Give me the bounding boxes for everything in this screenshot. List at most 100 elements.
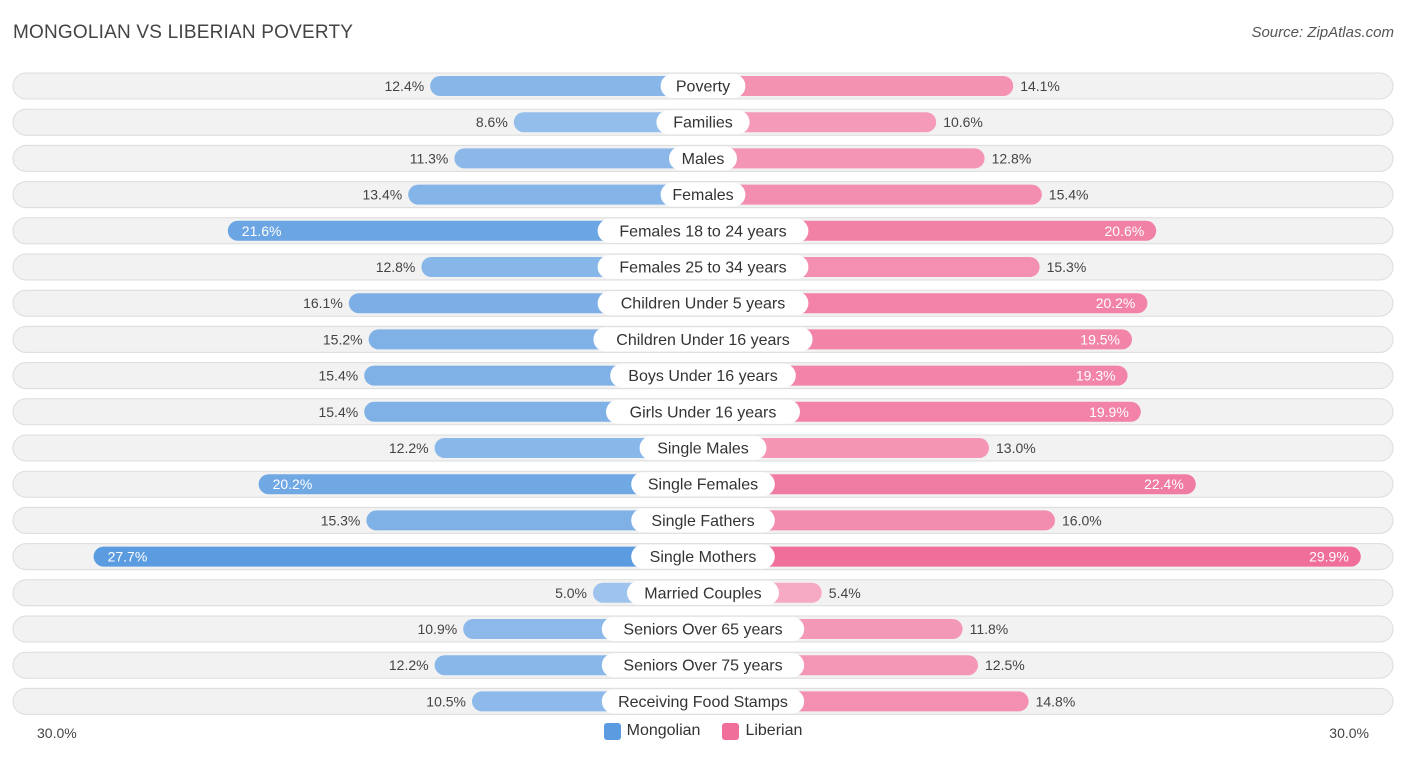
value-label-mongolian: 11.3% bbox=[410, 150, 449, 166]
category-label: Females 25 to 34 years bbox=[619, 260, 786, 277]
value-label-liberian: 15.4% bbox=[1049, 187, 1089, 203]
category-label: Females 18 to 24 years bbox=[619, 223, 786, 240]
category-label: Receiving Food Stamps bbox=[618, 694, 788, 711]
category-label-background bbox=[601, 653, 805, 678]
value-label-mongolian: 16.1% bbox=[303, 295, 343, 311]
bar-mongolian bbox=[430, 76, 703, 96]
category-label: Single Males bbox=[657, 441, 749, 458]
value-label-liberian: 19.3% bbox=[1076, 368, 1116, 384]
value-label-mongolian: 12.2% bbox=[389, 440, 429, 456]
value-label-liberian: 11.8% bbox=[970, 621, 1009, 637]
category-label-background bbox=[601, 617, 805, 641]
bar-mongolian bbox=[366, 510, 703, 531]
value-label-liberian: 5.4% bbox=[829, 585, 861, 601]
axis-right-label: 30.0% bbox=[1329, 725, 1369, 741]
category-label: Single Females bbox=[648, 477, 758, 494]
bar-liberian bbox=[703, 510, 1055, 531]
value-label-liberian: 13.0% bbox=[996, 440, 1036, 456]
source-label: Source: ZipAtlas.com bbox=[1251, 24, 1394, 41]
value-label-mongolian: 13.4% bbox=[362, 187, 402, 203]
bar-mongolian bbox=[513, 112, 703, 133]
category-label: Single Mothers bbox=[650, 549, 757, 566]
category-label: Girls Under 16 years bbox=[630, 404, 777, 421]
category-label-background bbox=[631, 472, 775, 497]
category-label-background bbox=[639, 436, 767, 460]
legend: Mongolian Liberian bbox=[0, 722, 1406, 740]
category-label-background bbox=[660, 74, 746, 98]
value-label-liberian: 14.1% bbox=[1020, 78, 1060, 94]
value-label-mongolian: 27.7% bbox=[108, 549, 148, 565]
value-label-mongolian: 5.0% bbox=[555, 585, 587, 601]
bar-liberian bbox=[703, 148, 985, 169]
legend-swatch-liberian bbox=[722, 722, 740, 740]
value-label-mongolian: 15.4% bbox=[318, 404, 358, 420]
value-label-mongolian: 10.5% bbox=[426, 693, 466, 709]
category-label: Seniors Over 65 years bbox=[623, 622, 782, 639]
value-label-mongolian: 10.9% bbox=[417, 621, 457, 637]
axis-left-label: 30.0% bbox=[37, 725, 77, 741]
category-label: Single Fathers bbox=[651, 513, 754, 530]
legend-swatch-mongolian bbox=[603, 722, 621, 740]
bar-mongolian bbox=[93, 546, 704, 567]
legend-label-liberian: Liberian bbox=[745, 722, 803, 739]
category-label: Females bbox=[672, 187, 733, 204]
value-label-liberian: 10.6% bbox=[943, 114, 983, 130]
value-label-liberian: 12.5% bbox=[985, 657, 1025, 673]
bar-liberian bbox=[703, 365, 1128, 386]
value-label-liberian: 29.9% bbox=[1309, 549, 1349, 565]
category-label-background bbox=[597, 291, 809, 316]
value-label-mongolian: 12.4% bbox=[384, 78, 424, 94]
bar-liberian bbox=[703, 401, 1141, 422]
value-label-mongolian: 12.8% bbox=[376, 259, 416, 275]
value-label-mongolian: 15.3% bbox=[321, 512, 361, 528]
bar-liberian bbox=[703, 76, 1014, 96]
value-label-liberian: 19.9% bbox=[1089, 404, 1129, 420]
legend-item-mongolian[interactable]: Mongolian bbox=[603, 722, 701, 740]
value-label-liberian: 20.2% bbox=[1096, 295, 1136, 311]
value-label-mongolian: 8.6% bbox=[476, 114, 508, 130]
category-label: Boys Under 16 years bbox=[628, 368, 777, 385]
value-label-mongolian: 12.2% bbox=[389, 657, 429, 673]
bar-mongolian bbox=[454, 148, 703, 169]
value-label-mongolian: 20.2% bbox=[273, 476, 313, 492]
value-label-liberian: 14.8% bbox=[1036, 693, 1076, 709]
bar-mongolian bbox=[258, 474, 703, 495]
value-label-liberian: 20.6% bbox=[1104, 223, 1144, 239]
category-label: Poverty bbox=[676, 79, 730, 96]
category-label: Seniors Over 75 years bbox=[623, 658, 782, 675]
legend-item-liberian[interactable]: Liberian bbox=[722, 722, 802, 740]
value-label-mongolian: 21.6% bbox=[242, 223, 282, 239]
bar-liberian bbox=[703, 112, 937, 133]
category-label: Children Under 16 years bbox=[616, 332, 789, 349]
category-label-background bbox=[606, 399, 800, 424]
category-label: Married Couples bbox=[644, 585, 761, 602]
category-label: Families bbox=[673, 115, 733, 132]
category-label-background bbox=[660, 182, 746, 207]
chart-title: MONGOLIAN VS LIBERIAN POVERTY bbox=[13, 22, 354, 43]
bar-liberian bbox=[703, 474, 1196, 495]
category-label-background bbox=[593, 327, 813, 352]
bar-liberian bbox=[703, 220, 1157, 241]
bar-liberian bbox=[703, 293, 1148, 314]
bar-liberian bbox=[703, 546, 1361, 567]
category-label-background bbox=[597, 218, 809, 243]
bar-liberian bbox=[703, 438, 989, 458]
bar-liberian bbox=[703, 184, 1042, 205]
value-label-liberian: 19.5% bbox=[1080, 331, 1120, 347]
category-label-background bbox=[656, 110, 750, 135]
category-label-background bbox=[601, 689, 805, 714]
category-label-background bbox=[631, 544, 775, 569]
value-label-mongolian: 15.2% bbox=[323, 331, 363, 347]
category-label-background bbox=[597, 255, 809, 279]
category-label-background bbox=[627, 580, 779, 605]
category-label: Males bbox=[682, 151, 725, 168]
legend-label-mongolian: Mongolian bbox=[626, 722, 701, 739]
category-label-background bbox=[669, 146, 737, 171]
bar-mongolian bbox=[227, 220, 704, 241]
category-label-background bbox=[631, 508, 775, 533]
category-label: Children Under 5 years bbox=[621, 296, 786, 313]
value-label-liberian: 16.0% bbox=[1062, 512, 1102, 528]
value-label-liberian: 15.3% bbox=[1047, 259, 1087, 275]
bar-mongolian bbox=[408, 184, 703, 205]
